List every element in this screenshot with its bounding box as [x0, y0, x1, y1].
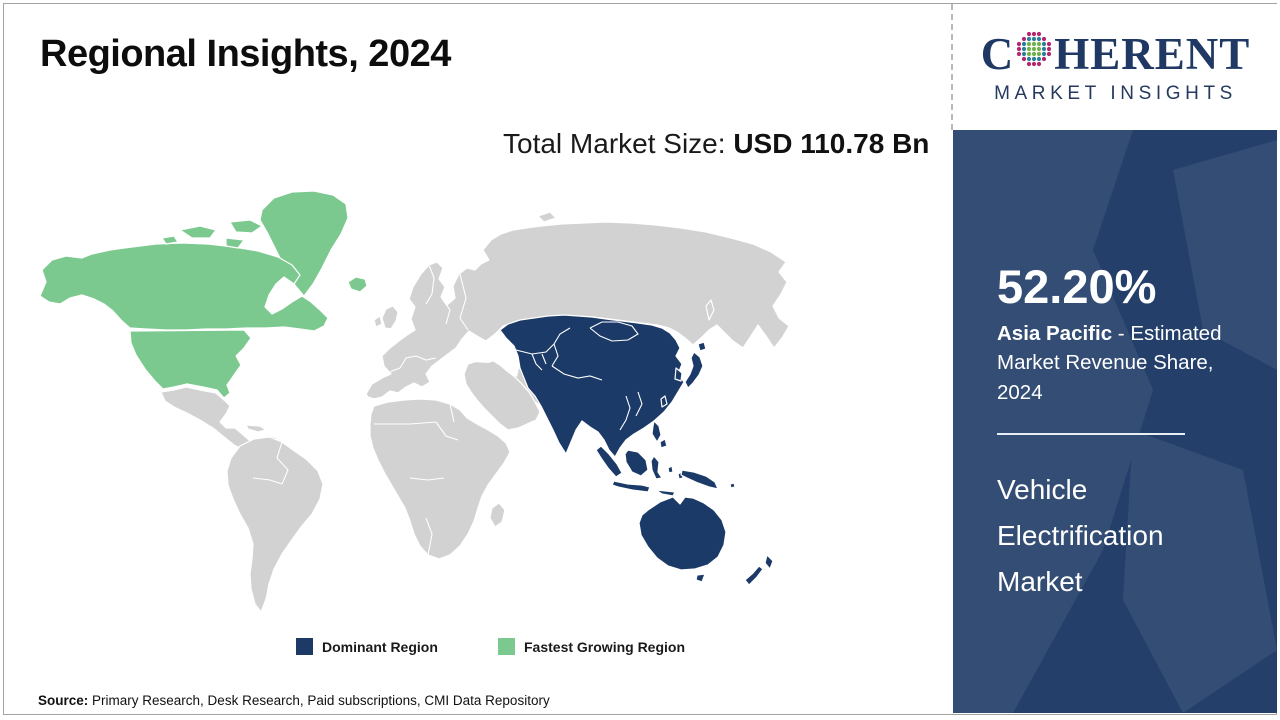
region-apac-mainland	[499, 314, 685, 458]
country-south-korea	[674, 367, 683, 382]
total-market-size: Total Market Size: USD 110.78 Bn	[503, 124, 935, 164]
brand-logo-letter-c: C	[980, 29, 1015, 79]
black-sea	[468, 351, 502, 363]
country-ireland	[373, 315, 383, 328]
arctic-island-3	[225, 237, 245, 249]
island-solomon	[729, 482, 736, 489]
brand-logo: C	[951, 4, 1278, 130]
country-nz-north	[764, 554, 774, 570]
map-region-fastest	[39, 190, 368, 399]
map-neutral-borders	[252, 264, 469, 556]
caspian-sea	[507, 352, 520, 377]
country-uk	[381, 305, 399, 330]
legend-item-fastest: Fastest Growing Region	[498, 638, 685, 655]
island-java	[611, 480, 651, 493]
legend-swatch-fastest	[498, 638, 515, 655]
island-tasmania	[695, 573, 706, 583]
legend-label-fastest: Fastest Growing Region	[524, 638, 686, 655]
country-japan	[684, 351, 704, 389]
country-iceland	[347, 276, 368, 293]
country-japan-hokkaido	[697, 341, 707, 352]
market-name: Vehicle Electrification Market	[997, 473, 1164, 598]
legend-swatch-dominant	[296, 638, 313, 655]
island-sulawesi	[650, 455, 663, 480]
country-canada	[39, 242, 329, 332]
country-australia	[638, 496, 727, 571]
island-moluccas-1	[667, 465, 674, 474]
country-novaya-zemlya	[537, 211, 557, 223]
map-region-dominant	[499, 314, 774, 586]
world-map	[30, 178, 940, 623]
map-dominant-borders	[499, 321, 643, 431]
country-nz-south	[744, 565, 764, 586]
arctic-island-2	[229, 219, 263, 234]
country-philippines	[651, 420, 662, 443]
country-south-america	[226, 436, 324, 613]
source-line: Source: Primary Research, Desk Research,…	[38, 693, 550, 708]
island-lesser-sunda	[655, 489, 676, 497]
globe-dots-icon	[1015, 30, 1053, 76]
source-text: Primary Research, Desk Research, Paid su…	[92, 693, 550, 708]
market-share-value: 52.20%	[997, 260, 1157, 313]
brand-logo-tagline: MARKET INSIGHTS	[994, 82, 1237, 104]
market-share-description: Asia Pacific - Estimated Market Revenue …	[997, 319, 1235, 406]
brand-logo-wordmark: C	[981, 30, 1251, 80]
page-title: Regional Insights, 2024	[40, 33, 451, 75]
market-share-region: Asia Pacific	[997, 322, 1113, 346]
source-label: Source:	[38, 693, 89, 708]
arctic-island-4	[161, 235, 179, 245]
country-papua-new-guinea	[680, 469, 719, 490]
country-middle-east	[463, 359, 541, 431]
sidebar-divider	[997, 432, 1185, 435]
arctic-island-1	[179, 225, 217, 239]
country-eurasia	[365, 221, 790, 400]
total-market-size-value: USD 110.78 Bn	[733, 128, 930, 159]
island-borneo	[624, 449, 649, 477]
country-taiwan	[660, 395, 668, 408]
country-greenland	[259, 190, 349, 297]
country-sakhalin	[705, 299, 715, 321]
stats-sidebar: 52.20% Asia Pacific - Estimated Market R…	[953, 130, 1277, 713]
country-philippines-south	[659, 438, 668, 449]
total-market-size-label: Total Market Size:	[503, 128, 734, 159]
map-seas	[468, 351, 520, 377]
country-cuba	[245, 424, 267, 433]
legend-label-dominant: Dominant Region	[322, 638, 438, 655]
sidebar-map-texture	[953, 130, 1277, 713]
country-usa	[129, 329, 252, 399]
country-madagascar	[489, 502, 506, 528]
brand-logo-letters-herent: HERENT	[1054, 29, 1251, 79]
island-sumatra	[595, 445, 623, 478]
legend-item-dominant: Dominant Region	[296, 638, 438, 655]
country-mexico	[160, 386, 265, 460]
market-share-desc-text: - Estimated Market Revenue Share, 2024	[997, 322, 1222, 404]
